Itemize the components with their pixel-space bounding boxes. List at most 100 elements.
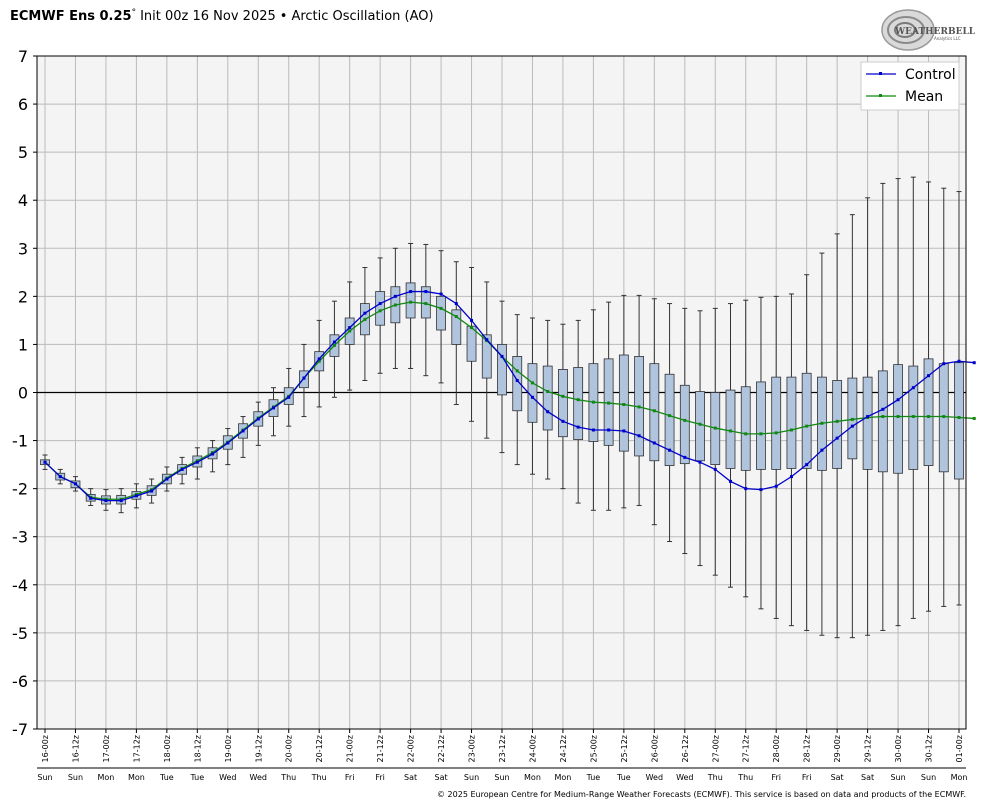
mean-point: [317, 359, 321, 363]
x-tick-label: 24-00z: [528, 735, 537, 762]
y-tick-label: -1: [12, 432, 28, 451]
iqr-box: [405, 282, 416, 319]
control-point: [317, 357, 321, 361]
mean-point: [470, 326, 474, 330]
iqr-box: [542, 365, 553, 431]
mean-point: [683, 418, 687, 422]
control-point: [226, 441, 230, 445]
y-tick-label: 1: [18, 335, 28, 354]
x-day-label: Mon: [97, 773, 114, 782]
mean-point: [881, 415, 885, 419]
mean-point: [911, 415, 915, 419]
control-point: [942, 362, 946, 366]
mean-point: [744, 432, 748, 436]
box-45: [725, 303, 736, 588]
control-point: [591, 428, 595, 432]
box-31: [512, 314, 523, 466]
chart-header: ECMWF Ens 0.25° Init 00z 16 Nov 2025 • Arct…: [10, 8, 434, 24]
control-point: [485, 338, 489, 342]
x-day-label: Mon: [524, 773, 541, 782]
control-point: [546, 410, 550, 414]
mean-point: [424, 302, 428, 306]
control-point: [409, 290, 413, 294]
mean-point: [789, 428, 793, 432]
iqr-box: [771, 376, 782, 470]
x-tick-label: 22-00z: [407, 735, 416, 762]
control-point: [805, 463, 809, 467]
control-point: [211, 452, 215, 456]
iqr-box: [573, 367, 584, 441]
x-axis-ticks: 16-00z Sun 16-12z Sun 17-00z Mon 17-12z Mon 18-0…: [37, 729, 967, 782]
control-series-line: [44, 290, 975, 502]
x-tick-label: 17-12z: [132, 735, 141, 762]
iqr-box: [893, 364, 903, 474]
box-26: [436, 250, 446, 384]
x-tick-label: 26-12z: [681, 735, 690, 762]
control-point: [530, 395, 534, 399]
iqr-box: [695, 391, 705, 462]
x-day-label: Thu: [707, 773, 723, 782]
box-27: [451, 261, 462, 406]
mean-series-line: [44, 301, 975, 500]
control-point: [850, 424, 854, 428]
x-day-label: Fri: [375, 773, 385, 782]
control-point: [454, 302, 458, 306]
x-day-label: Mon: [554, 773, 571, 782]
control-point: [89, 496, 93, 500]
control-point: [134, 494, 138, 498]
control-point: [393, 294, 397, 298]
mean-point: [805, 424, 809, 428]
control-point: [500, 354, 504, 358]
x-tick-label: 20-00z: [285, 735, 294, 762]
x-tick-label: 29-00z: [833, 735, 842, 762]
box-47: [756, 296, 766, 610]
control-point: [683, 455, 687, 459]
y-tick-label: -7: [12, 720, 28, 739]
iqr-box: [862, 376, 873, 470]
control-point: [302, 376, 306, 380]
control-point: [348, 326, 352, 330]
control-point: [241, 429, 245, 433]
iqr-box: [451, 309, 462, 345]
x-tick-label: 30-00z: [894, 735, 903, 762]
x-tick-label: 26-00z: [650, 735, 659, 762]
mean-point: [576, 398, 580, 402]
x-day-label: Wed: [676, 773, 693, 782]
box-55: [877, 182, 888, 631]
x-day-label: Wed: [219, 773, 236, 782]
x-day-label: Thu: [311, 773, 327, 782]
mean-point: [622, 403, 626, 407]
x-day-label: Mon: [951, 773, 968, 782]
x-day-label: Sun: [494, 773, 509, 782]
x-day-label: Sun: [37, 773, 52, 782]
x-tick-label: 17-00z: [102, 735, 111, 762]
control-point: [180, 467, 184, 471]
x-tick-label: 28-12z: [803, 735, 812, 762]
control-point: [957, 359, 961, 363]
x-day-label: Mon: [128, 773, 145, 782]
iqr-box: [497, 344, 507, 396]
mean-point: [607, 401, 611, 405]
iqr-box: [740, 386, 751, 471]
iqr-box: [954, 362, 964, 480]
x-tick-label: 22-12z: [437, 735, 446, 762]
y-tick-label: 7: [18, 47, 28, 66]
mean-point: [409, 300, 413, 304]
mean-point: [561, 394, 565, 398]
y-tick-label: 6: [18, 95, 28, 114]
y-tick-label: 2: [18, 287, 28, 306]
mean-point: [957, 415, 961, 419]
box-30: [497, 300, 507, 454]
box-22: [375, 257, 386, 374]
iqr-box: [923, 358, 934, 466]
x-day-label: Sun: [464, 773, 479, 782]
mean-point: [896, 415, 900, 419]
x-day-label: Wed: [646, 773, 663, 782]
iqr-box: [801, 372, 812, 469]
legend-mean-label: Mean: [905, 89, 943, 105]
control-point: [104, 499, 108, 503]
box-33: [542, 319, 553, 480]
mean-point: [850, 417, 854, 421]
control-point: [332, 340, 336, 344]
mean-point: [530, 381, 534, 385]
